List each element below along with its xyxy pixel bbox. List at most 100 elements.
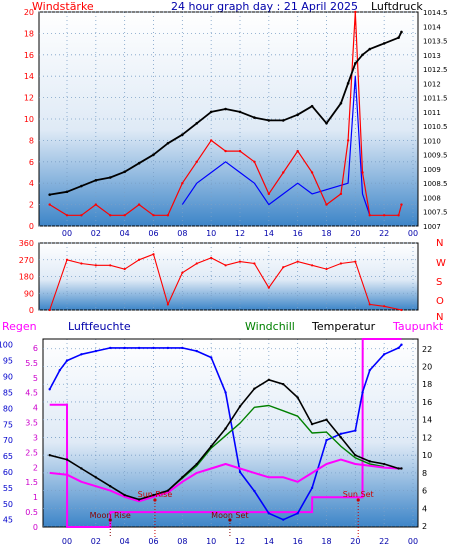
direction-point	[48, 308, 51, 312]
wind-point	[253, 160, 256, 163]
temperature-axis-tick: 22	[422, 345, 432, 354]
direction-point	[310, 264, 314, 267]
humidity-axis-tick: 80	[3, 404, 13, 413]
pressure-point	[310, 104, 314, 108]
p3-x-tick-label: 18	[321, 537, 331, 546]
temperature-point	[94, 476, 98, 479]
temperature-point	[80, 467, 83, 470]
wind-axis-tick: 0	[29, 222, 34, 231]
wind-point	[238, 149, 242, 153]
rain-axis-tick: 3	[33, 433, 38, 442]
rain-axis-tick: 4	[33, 404, 38, 413]
rain-axis-tick: 4.5	[25, 389, 38, 398]
temperature-point	[48, 453, 51, 457]
wind-point	[209, 139, 213, 142]
p1-x-tick-label: 00	[62, 229, 72, 238]
wind-point	[368, 214, 371, 217]
humidity-axis-tick: 45	[3, 516, 13, 525]
humidity-point	[253, 489, 256, 493]
compass-label: O	[436, 296, 444, 307]
wind-point	[195, 160, 198, 163]
humidity-point	[224, 391, 227, 394]
pressure-point	[224, 107, 227, 111]
humidity-point	[354, 429, 357, 432]
humidity-point	[325, 438, 328, 442]
pressure-point	[238, 110, 242, 114]
temperature-point	[195, 462, 198, 466]
temperature-axis-tick: 8	[422, 469, 427, 478]
humidity-point	[181, 346, 184, 350]
wind-point	[80, 214, 83, 217]
rain-axis-tick: 0	[33, 523, 38, 532]
temperature-axis-tick: 14	[422, 416, 432, 425]
humidity-point	[94, 349, 98, 353]
direction-point	[253, 262, 256, 265]
sunset-dot	[356, 498, 360, 502]
pressure-axis-tick: 1007	[423, 223, 441, 231]
pressure-axis-tick: 1012.5	[423, 66, 448, 74]
temperature-point	[325, 418, 328, 421]
wind-point	[152, 214, 155, 217]
wind-axis-label: Windstärke	[32, 0, 94, 13]
dewpoint-legend: Taupunkt	[392, 320, 444, 333]
compass-label: S	[436, 277, 442, 288]
temperature-point	[166, 489, 170, 492]
direction-point	[354, 260, 357, 263]
direction-point	[210, 256, 213, 259]
windchill-legend: Windchill	[245, 320, 295, 333]
humidity-axis-tick: 50	[3, 500, 13, 509]
temperature-legend: Temperatur	[311, 320, 376, 333]
gust-line	[181, 75, 371, 216]
rain-axis-label: Regen	[2, 320, 37, 333]
wind-axis-tick: 12	[24, 94, 34, 103]
temperature-point	[354, 453, 357, 457]
direction-point	[296, 260, 299, 263]
wind-point	[361, 171, 364, 174]
humidity-axis-tick: 75	[3, 420, 13, 429]
humidity-axis-tick: 85	[3, 388, 13, 397]
pressure-axis-tick: 1007.5	[423, 209, 448, 217]
wind-point	[310, 171, 314, 174]
direction-point	[195, 262, 198, 265]
wind-axis-tick: 4	[29, 179, 34, 188]
pressure-point	[137, 161, 141, 165]
p1-x-tick-label: 02	[91, 229, 101, 238]
wind-point	[94, 203, 98, 206]
humidity-axis-tick: 100	[0, 341, 13, 350]
temperature-point	[382, 462, 386, 466]
p3-x-tick-label: 22	[379, 537, 389, 546]
pressure-point	[325, 121, 328, 125]
wind-point	[166, 214, 170, 217]
wind-pressure-panel: 0246810121416182010071007.510081008.5100…	[24, 8, 448, 238]
wind-point	[339, 192, 343, 196]
humidity-point	[397, 346, 400, 350]
pressure-point	[296, 113, 299, 117]
humidity-point	[339, 432, 343, 435]
p3-x-tick-label: 20	[350, 537, 360, 546]
wind-point	[282, 171, 285, 174]
p3-x-tick-label: 08	[177, 537, 187, 546]
humidity-point	[195, 349, 198, 353]
temperature-axis-tick: 10	[422, 451, 432, 460]
temperature-axis-tick: 20	[422, 362, 432, 371]
pressure-axis-tick: 1011.5	[423, 95, 448, 103]
humidity-point	[48, 388, 51, 391]
humidity-point	[109, 346, 112, 350]
temperature-point	[109, 485, 112, 488]
pressure-point	[80, 184, 83, 188]
humidity-line	[48, 344, 403, 521]
temperature-point	[296, 396, 299, 399]
temperature-point	[65, 458, 69, 461]
humidity-axis-label: Luftfeuchte	[68, 320, 131, 333]
direction-point	[123, 267, 126, 271]
pressure-line	[49, 31, 403, 196]
wind-point	[346, 139, 350, 142]
humidity-point	[400, 343, 403, 346]
p1-x-tick-label: 08	[177, 229, 187, 238]
pressure-point	[123, 170, 126, 174]
dewpoint-line	[49, 458, 402, 503]
temperature-point	[152, 493, 155, 497]
pressure-axis-tick: 1014	[423, 23, 441, 31]
temperature-point	[397, 467, 400, 470]
